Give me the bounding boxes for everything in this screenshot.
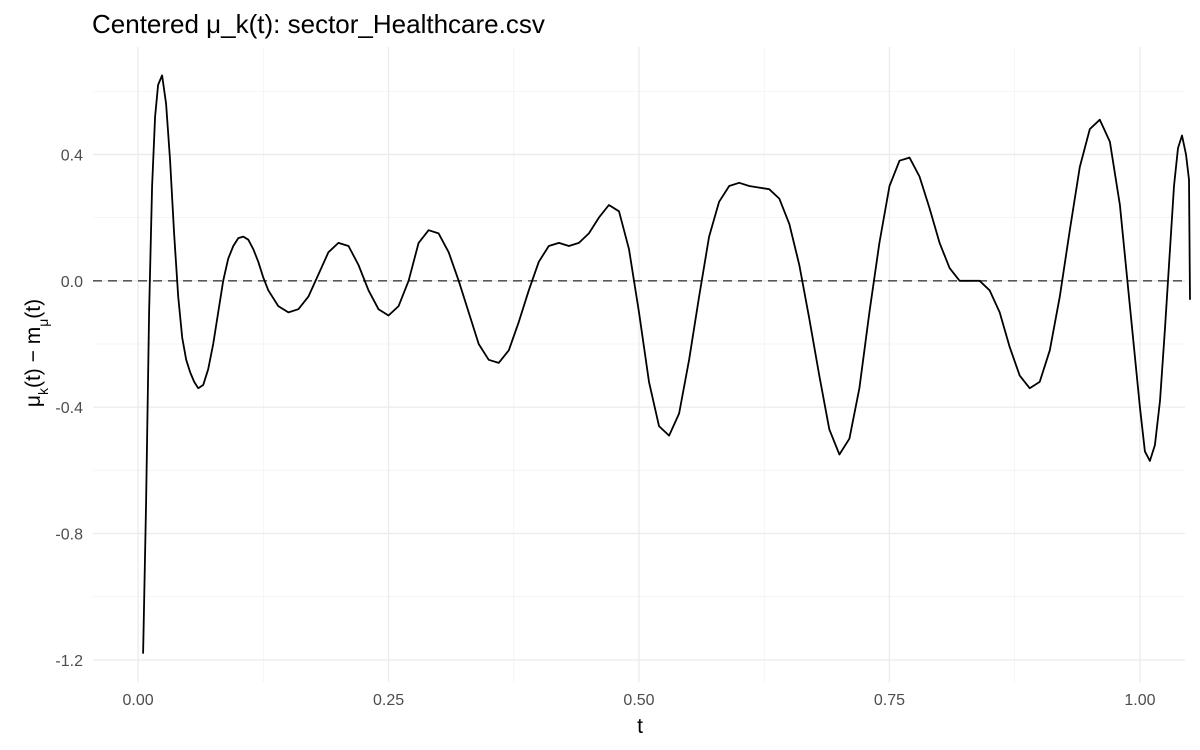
y-axis-ticks: -1.2 -0.8 -0.4 0.0 0.4 bbox=[55, 147, 83, 669]
y-axis-title-end: (t) bbox=[22, 299, 45, 319]
y-tick-label: 0.4 bbox=[61, 147, 83, 164]
y-tick-label: -0.4 bbox=[55, 400, 83, 417]
x-tick-label: 0.50 bbox=[623, 692, 654, 709]
y-axis-title-middle: (t) − m bbox=[22, 327, 45, 388]
major-gridlines bbox=[93, 47, 1185, 682]
y-axis-title-sub-k: k bbox=[35, 387, 51, 395]
series-line bbox=[142, 74, 1191, 654]
y-axis-title: μk(t) − mμ(t) bbox=[22, 299, 51, 407]
y-axis-title-mu: μ bbox=[22, 395, 45, 407]
chart-title: Centered μ_k(t): sector_Healthcare.csv bbox=[92, 9, 545, 39]
x-tick-label: 0.25 bbox=[373, 692, 404, 709]
x-tick-label: 0.75 bbox=[874, 692, 905, 709]
y-tick-label: 0.0 bbox=[61, 274, 83, 291]
x-tick-label: 0.00 bbox=[123, 692, 154, 709]
y-tick-label: -1.2 bbox=[55, 653, 83, 670]
x-axis-ticks: 0.00 0.25 0.50 0.75 1.00 bbox=[123, 692, 1156, 709]
y-tick-label: -0.8 bbox=[55, 527, 83, 544]
x-axis-title: t bbox=[637, 715, 643, 738]
x-tick-label: 1.00 bbox=[1124, 692, 1155, 709]
y-axis-title-sub-mu: μ bbox=[35, 319, 51, 327]
